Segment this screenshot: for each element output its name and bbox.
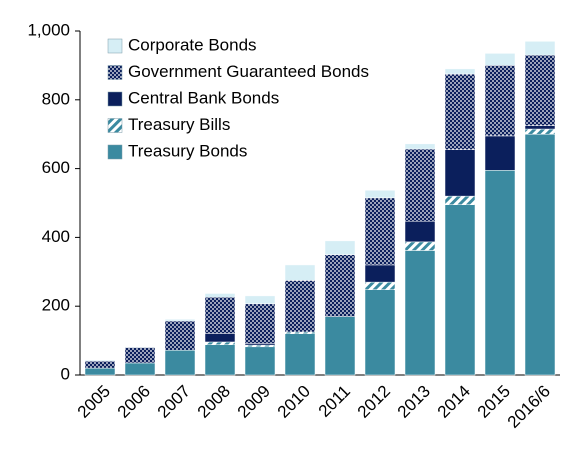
bar-segment xyxy=(284,331,316,334)
bar-segment xyxy=(324,254,356,317)
y-tick-label: 200 xyxy=(42,296,70,315)
bar-segment xyxy=(244,303,276,344)
y-tick-label: 1,000 xyxy=(27,20,70,39)
x-tick-label: 2009 xyxy=(234,382,274,422)
bar-segment xyxy=(204,297,236,334)
x-tick-label: 2006 xyxy=(114,382,154,422)
x-tick-label: 2013 xyxy=(394,382,434,422)
x-tick-label: 2007 xyxy=(154,382,194,422)
legend-swatch xyxy=(107,65,123,80)
x-tick-label: 2008 xyxy=(194,382,234,422)
bar-segment xyxy=(124,362,156,376)
legend-swatch xyxy=(107,38,123,54)
bar-segment xyxy=(484,135,516,171)
bar-segment xyxy=(404,250,436,376)
y-tick-label: 0 xyxy=(61,364,70,383)
legend-label: Treasury Bills xyxy=(128,115,230,134)
legend-swatch xyxy=(107,144,123,160)
bar-segment xyxy=(364,197,396,266)
bar-segment xyxy=(324,240,356,255)
bar-segment xyxy=(164,349,196,376)
bar-segment xyxy=(204,293,236,298)
bar-segment xyxy=(244,346,276,376)
bar-segment xyxy=(84,360,116,369)
bar-segment xyxy=(524,41,556,56)
bar-segment xyxy=(444,73,476,150)
bar-segment xyxy=(364,289,396,376)
bar-segment xyxy=(244,343,276,346)
x-tick-label: 2005 xyxy=(74,382,114,422)
bar-segment xyxy=(164,319,196,322)
x-tick-label: 2011 xyxy=(315,382,354,421)
bar-segment xyxy=(84,359,116,362)
x-tick-label: 2016/6 xyxy=(504,382,554,432)
x-tick-label: 2014 xyxy=(434,382,474,422)
legend-label: Central Bank Bonds xyxy=(128,88,279,107)
bar-segment xyxy=(404,148,436,222)
bar-segment xyxy=(204,333,236,343)
bar-segment xyxy=(244,344,276,348)
bar-segment xyxy=(444,149,476,197)
legend-label: Corporate Bonds xyxy=(128,35,257,54)
bar-segment xyxy=(204,341,236,345)
bar-segment xyxy=(244,295,276,305)
bar-segment xyxy=(404,241,436,251)
bar-segment xyxy=(324,316,356,376)
bar-segment xyxy=(444,68,476,75)
bar-segment xyxy=(124,347,156,364)
bar-segment xyxy=(364,190,396,199)
legend-swatch xyxy=(107,118,123,133)
bar-segment xyxy=(364,264,396,283)
bar-segment xyxy=(444,195,476,205)
legend-swatch xyxy=(107,91,123,107)
bar-segment xyxy=(404,143,436,150)
bar-segment xyxy=(284,264,316,281)
bar-segment xyxy=(84,367,116,376)
bar-segment xyxy=(524,125,556,130)
bar-segment xyxy=(484,170,516,376)
bar-segment xyxy=(364,281,396,290)
bar-segment xyxy=(484,53,516,66)
bar-segment xyxy=(204,344,236,376)
x-tick-label: 2010 xyxy=(274,382,314,422)
y-tick-label: 400 xyxy=(42,227,70,246)
legend-label: Treasury Bonds xyxy=(128,141,247,160)
bar-segment xyxy=(484,65,516,137)
x-tick-label: 2012 xyxy=(354,382,394,422)
bar-segment xyxy=(164,320,196,351)
bar-segment xyxy=(284,280,316,333)
bar-segment xyxy=(524,133,556,376)
y-tick-label: 800 xyxy=(42,89,70,108)
legend-label: Government Guaranteed Bonds xyxy=(128,62,369,81)
bar-segment xyxy=(404,220,436,243)
bar-segment xyxy=(124,346,156,348)
bar-segment xyxy=(524,128,556,135)
bar-segment xyxy=(284,333,316,376)
y-tick-label: 600 xyxy=(42,158,70,177)
bar-segment xyxy=(524,54,556,126)
bar-segment xyxy=(444,204,476,376)
